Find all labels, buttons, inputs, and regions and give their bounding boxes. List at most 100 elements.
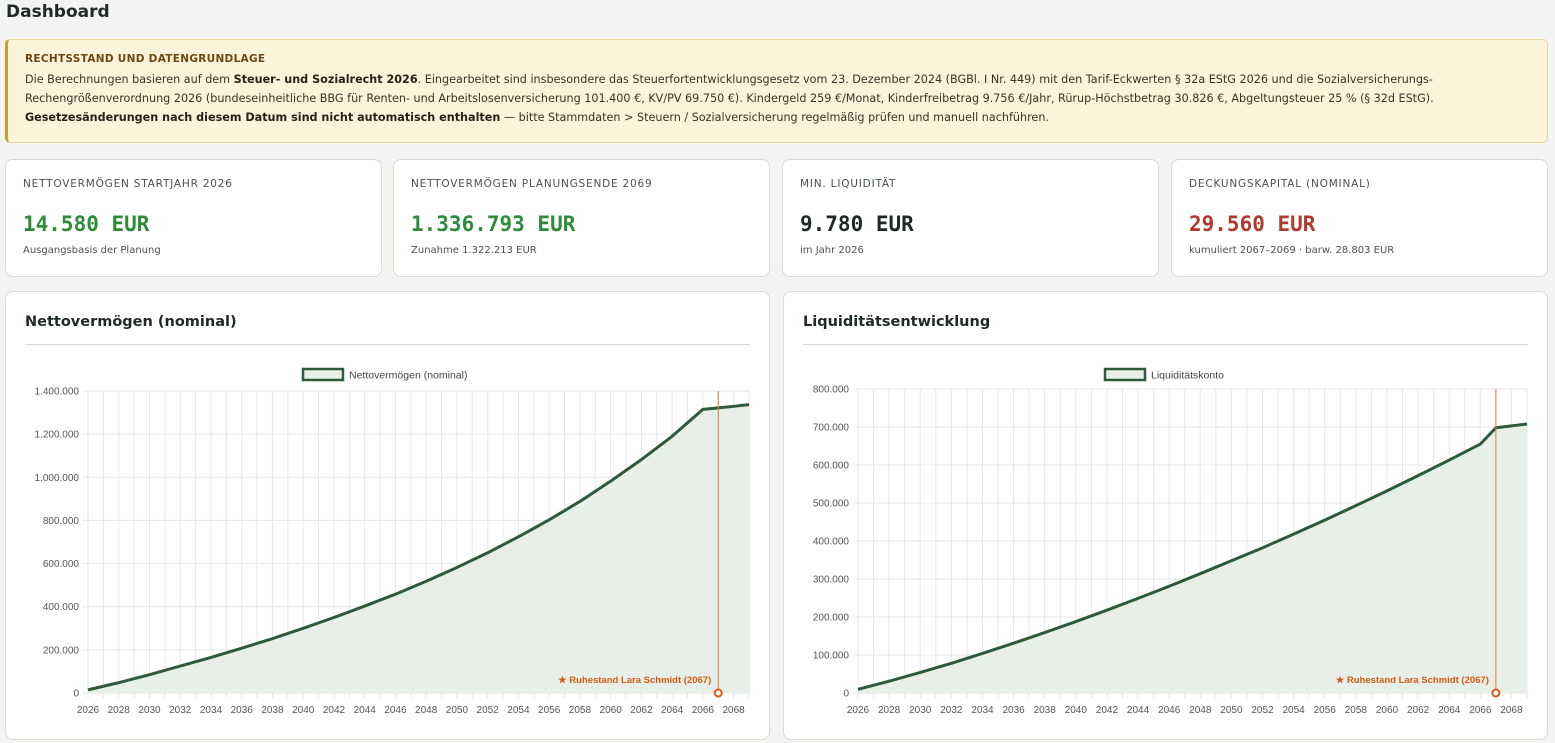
- x-tick-label: 2026: [847, 705, 870, 716]
- data-point: [1168, 585, 1171, 588]
- series-line: [857, 422, 1528, 691]
- x-tick-label: 2042: [1096, 705, 1119, 716]
- chart-panel-liquidity: Liquiditätsentwicklung 0 100.000 200.000 30…: [783, 291, 1548, 740]
- data-point: [1526, 422, 1529, 425]
- data-point: [1448, 459, 1451, 462]
- x-tick-label: 2068: [723, 705, 746, 716]
- data-point: [179, 665, 182, 668]
- data-point: [640, 458, 643, 461]
- kpi-label: NETTOVERMÖGEN PLANUNGSENDE 2069: [411, 178, 653, 190]
- chart-title: Nettovermögen (nominal): [25, 314, 237, 330]
- y-tick-label: 200.000: [813, 613, 850, 624]
- data-point: [578, 500, 581, 503]
- series-area-fill: [88, 404, 749, 693]
- notice-body: Die Berechnungen basieren auf dem Steuer…: [25, 70, 1530, 127]
- x-tick-label: 2068: [1500, 705, 1523, 716]
- data-point: [950, 662, 953, 665]
- x-tick-label: 2050: [1220, 705, 1243, 716]
- kpi-label: NETTOVERMÖGEN STARTJAHR 2026: [23, 178, 233, 190]
- x-tick-label: 2060: [1376, 705, 1399, 716]
- data-point: [1323, 519, 1326, 522]
- data-point: [332, 616, 335, 619]
- y-tick-label: 300.000: [813, 575, 850, 586]
- x-tick-label: 2064: [661, 705, 684, 716]
- kpi-label: DECKUNGSKAPITAL (NOMINAL): [1189, 178, 1371, 190]
- x-tick-label: 2056: [1314, 705, 1337, 716]
- x-tick-label: 2056: [538, 705, 561, 716]
- notice-text: — bitte Stammdaten > Steuern / Sozialver…: [500, 111, 1049, 124]
- data-point: [1105, 609, 1108, 612]
- y-tick-label: 100.000: [813, 651, 850, 662]
- data-point: [1510, 424, 1513, 427]
- y-tick-label: 1.000.000: [35, 473, 80, 484]
- legend-swatch: [1103, 367, 1147, 382]
- page-title: Dashboard: [6, 2, 110, 22]
- data-point: [209, 656, 212, 659]
- data-point: [148, 673, 151, 676]
- x-tick-label: 2064: [1438, 705, 1461, 716]
- data-point: [425, 580, 428, 583]
- retirement-marker-label: ★ Ruhestand Lara Schmidt (2067): [1336, 675, 1489, 686]
- data-point: [888, 680, 891, 683]
- x-tick-label: 2058: [569, 705, 592, 716]
- data-point: [517, 535, 520, 538]
- data-point: [701, 408, 704, 411]
- y-tick-label: 700.000: [813, 423, 850, 434]
- x-tick-label: 2036: [1002, 705, 1025, 716]
- data-point: [1385, 489, 1388, 492]
- y-tick-label: 600.000: [43, 559, 80, 570]
- x-tick-label: 2058: [1345, 705, 1368, 716]
- legend-swatch: [301, 367, 345, 382]
- data-point: [271, 637, 274, 640]
- kpi-card-coverage-capital: DECKUNGSKAPITAL (NOMINAL) 29.560 EUR kum…: [1171, 159, 1548, 277]
- kpi-value: 29.560 EUR: [1189, 212, 1316, 236]
- kpi-value: 14.580 EUR: [23, 212, 150, 236]
- x-tick-label: 2066: [692, 705, 715, 716]
- kpi-label: MIN. LIQUIDITÄT: [800, 178, 897, 190]
- x-tick-label: 2050: [446, 705, 469, 716]
- data-point: [548, 518, 551, 521]
- x-tick-label: 2034: [971, 705, 994, 716]
- x-tick-label: 2030: [138, 705, 161, 716]
- data-point: [302, 627, 305, 630]
- data-point: [671, 435, 674, 438]
- x-tick-label: 2038: [261, 705, 284, 716]
- retirement-marker-dot: [1491, 688, 1501, 698]
- data-point: [919, 671, 922, 674]
- x-tick-label: 2062: [630, 705, 653, 716]
- x-tick-label: 2066: [1469, 705, 1492, 716]
- notice-text: . Eingearbeitet sind insbesondere das St…: [25, 73, 1434, 105]
- x-tick-label: 2038: [1034, 705, 1057, 716]
- x-tick-label: 2044: [354, 705, 377, 716]
- y-tick-label: 0: [843, 689, 849, 700]
- x-tick-label: 2040: [1065, 705, 1088, 716]
- series-area-fill: [858, 423, 1527, 693]
- liquidity-chart[interactable]: 0 100.000 200.000 300.000 400.000 500.000 600.…: [784, 292, 1549, 741]
- x-tick-label: 2030: [909, 705, 932, 716]
- y-tick-label: 800.000: [43, 516, 80, 527]
- x-tick-label: 2060: [600, 705, 623, 716]
- data-point: [1479, 443, 1482, 446]
- kpi-card-net-worth-end: NETTOVERMÖGEN PLANUNGSENDE 2069 1.336.79…: [393, 159, 770, 277]
- data-point: [394, 593, 397, 596]
- net-worth-chart[interactable]: 0 200.000 400.000 600.000 800.000 1.000.000 1.…: [6, 292, 771, 741]
- x-tick-label: 2044: [1127, 705, 1150, 716]
- x-tick-label: 2048: [415, 705, 438, 716]
- data-point: [857, 688, 860, 691]
- data-point: [1417, 474, 1420, 477]
- x-tick-label: 2032: [169, 705, 192, 716]
- x-tick-label: 2052: [477, 705, 500, 716]
- x-tick-label: 2054: [507, 705, 530, 716]
- divider: [803, 344, 1528, 345]
- kpi-value: 9.780 EUR: [800, 212, 914, 236]
- kpi-card-net-worth-start: NETTOVERMÖGEN STARTJAHR 2026 14.580 EUR …: [5, 159, 382, 277]
- kpi-subtext: Zunahme 1.322.213 EUR: [411, 245, 537, 256]
- divider: [25, 344, 750, 345]
- legend-label: Nettovermögen (nominal): [349, 370, 467, 382]
- y-tick-label: 600.000: [813, 461, 850, 472]
- chart-panel-net-worth: Nettovermögen (nominal) 0 200.000 400.000 6…: [5, 291, 770, 740]
- kpi-subtext: kumuliert 2067–2069 · barw. 28.803 EUR: [1189, 245, 1395, 256]
- data-point: [87, 688, 90, 691]
- x-tick-label: 2046: [1158, 705, 1181, 716]
- x-tick-label: 2026: [77, 705, 100, 716]
